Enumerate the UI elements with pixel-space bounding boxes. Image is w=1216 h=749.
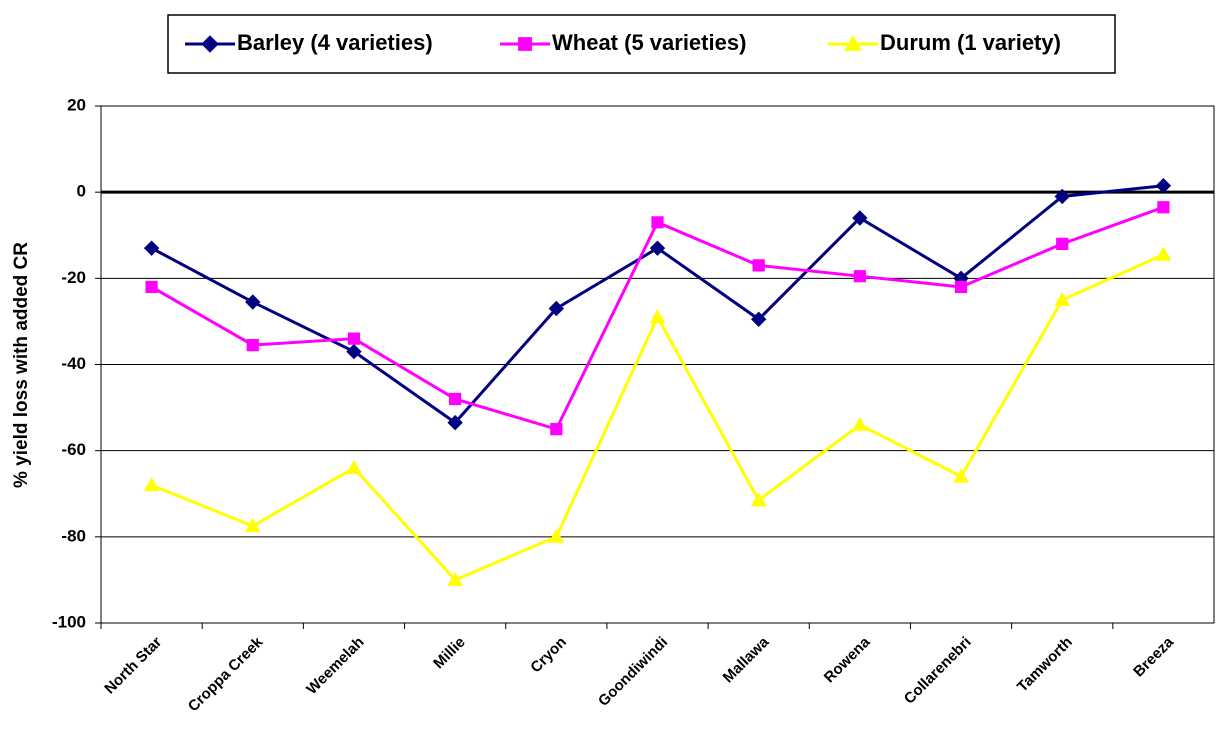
y-tick-label: 0 bbox=[77, 182, 86, 201]
data-point bbox=[145, 280, 158, 294]
legend-box bbox=[167, 14, 1116, 74]
data-point bbox=[1054, 188, 1070, 205]
data-point bbox=[244, 518, 261, 533]
data-point bbox=[852, 416, 868, 431]
data-point bbox=[752, 259, 765, 272]
data-point bbox=[649, 240, 666, 256]
data-point bbox=[1155, 246, 1172, 261]
x-tick-label: Millie bbox=[430, 634, 469, 673]
data-point bbox=[1054, 291, 1071, 306]
data-point bbox=[953, 468, 969, 483]
legend-label: Wheat (5 varieties) bbox=[552, 30, 746, 55]
x-tick-label: Mallawa bbox=[720, 633, 773, 686]
y-axis-label: % yield loss with added CR bbox=[11, 242, 32, 488]
data-point bbox=[1157, 201, 1170, 214]
x-tick-label: Tamworth bbox=[1014, 634, 1076, 696]
data-point bbox=[447, 414, 463, 431]
data-point bbox=[245, 294, 261, 310]
y-tick-label: -100 bbox=[52, 612, 86, 631]
x-tick-label: Rowena bbox=[821, 633, 874, 686]
data-point bbox=[750, 311, 767, 327]
data-point bbox=[347, 332, 361, 345]
data-point bbox=[143, 477, 160, 492]
x-tick-label: Weemelah bbox=[303, 634, 367, 698]
data-point bbox=[449, 392, 462, 406]
y-tick-label: 20 bbox=[67, 95, 86, 114]
data-point bbox=[550, 423, 563, 436]
data-point bbox=[447, 571, 463, 587]
data-point bbox=[143, 240, 160, 256]
data-point bbox=[548, 300, 565, 317]
x-tick-label: Cryon bbox=[527, 634, 570, 677]
x-tick-label: Goondiwindi bbox=[595, 634, 671, 710]
y-tick-label: -40 bbox=[61, 354, 86, 373]
x-tick-label: Croppa Creek bbox=[185, 633, 267, 715]
data-point bbox=[1155, 177, 1172, 194]
x-tick-label: North Star bbox=[101, 634, 165, 698]
x-tick-label: Breeza bbox=[1130, 633, 1177, 680]
data-point bbox=[852, 210, 868, 226]
data-point bbox=[346, 343, 362, 360]
data-point bbox=[1056, 237, 1069, 250]
data-point bbox=[649, 309, 666, 324]
y-tick-label: -60 bbox=[61, 440, 86, 459]
data-point bbox=[346, 459, 362, 474]
legend-label: Durum (1 variety) bbox=[880, 30, 1061, 55]
x-tick-label: Collarenebri bbox=[901, 634, 975, 708]
legend-marker bbox=[201, 35, 219, 53]
data-point bbox=[548, 528, 565, 543]
data-point bbox=[651, 216, 664, 229]
legend-label: Barley (4 varieties) bbox=[237, 30, 433, 55]
data-point bbox=[954, 280, 968, 294]
data-point bbox=[246, 339, 259, 352]
data-point bbox=[853, 270, 866, 283]
legend-marker bbox=[518, 37, 532, 51]
data-point bbox=[750, 492, 767, 507]
y-tick-label: -20 bbox=[61, 268, 86, 287]
y-tick-label: -80 bbox=[61, 526, 86, 545]
legend-marker bbox=[844, 34, 862, 51]
